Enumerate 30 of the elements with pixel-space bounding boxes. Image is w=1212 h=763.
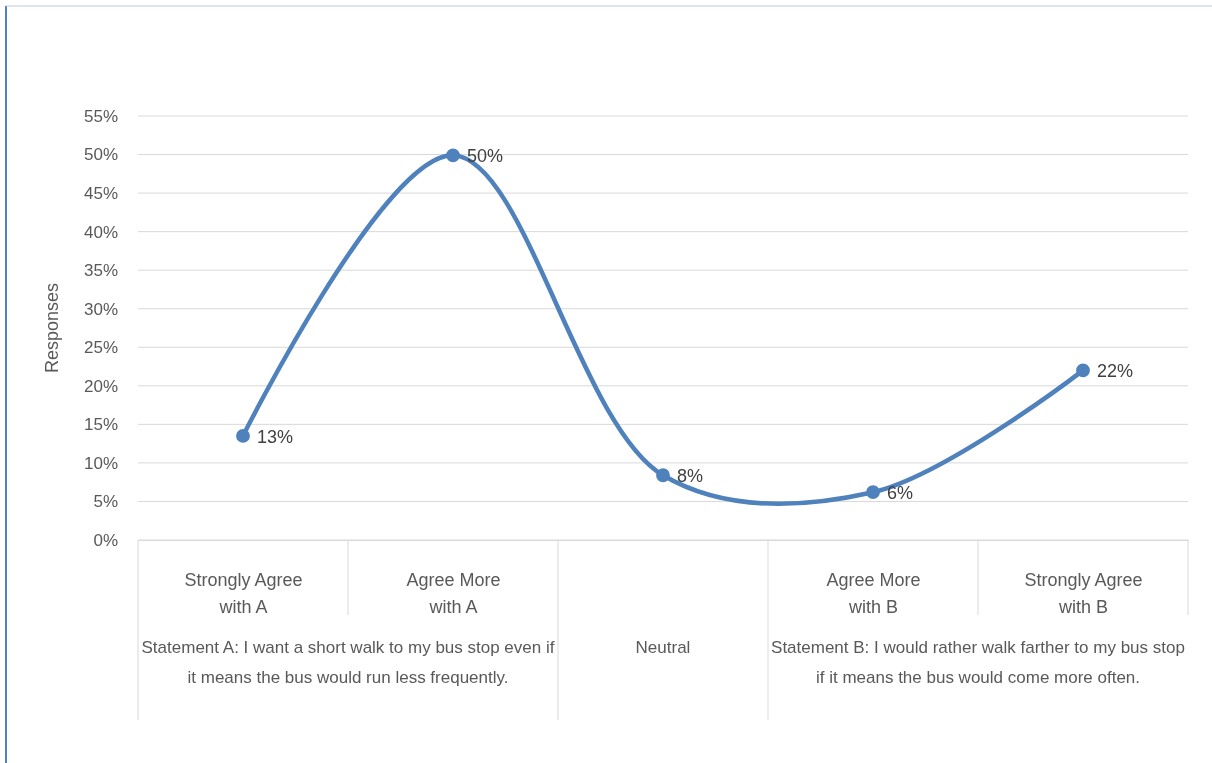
data-label: 50% (467, 146, 504, 167)
y-tick-label: 45% (83, 184, 118, 204)
y-tick-label: 15% (83, 415, 118, 435)
text: Statement A: I want a short walk to my bus stop even if it means the bus would run less frequently. (141, 638, 555, 687)
point (446, 148, 460, 163)
data-label: 22% (1097, 361, 1134, 382)
data-label: 6% (887, 483, 914, 504)
y-tick-label: 50% (83, 145, 118, 165)
y-tick-label: 30% (83, 299, 118, 319)
y-tick-label: 25% (83, 338, 118, 358)
point (236, 429, 250, 443)
y-axis-title: Responses (42, 282, 62, 374)
y-tick-label: 0% (93, 530, 118, 550)
x-tick-label: Agree More with A (406, 570, 501, 618)
data-label: 13% (257, 426, 294, 447)
x-tick-label: Strongly Agree with A (184, 570, 303, 618)
x-tick-label: Agree More with B (826, 570, 921, 618)
y-tick-label: 40% (83, 222, 118, 242)
y-tick-label: 10% (83, 453, 118, 473)
point (1076, 363, 1090, 378)
text: Statement B: I would rather walk farther to my bus stop if it means the bus would come more often. (771, 638, 1185, 687)
text: Neutral (635, 638, 691, 657)
y-tick-label: 35% (83, 261, 118, 281)
point (866, 485, 880, 500)
data-label: 8% (677, 466, 704, 487)
y-tick-label: 5% (93, 492, 118, 512)
point (656, 468, 670, 483)
y-tick-label: 55% (83, 106, 118, 126)
x-tick-label: Strongly Agree with B (1024, 570, 1143, 618)
y-tick-label: 20% (83, 376, 118, 396)
